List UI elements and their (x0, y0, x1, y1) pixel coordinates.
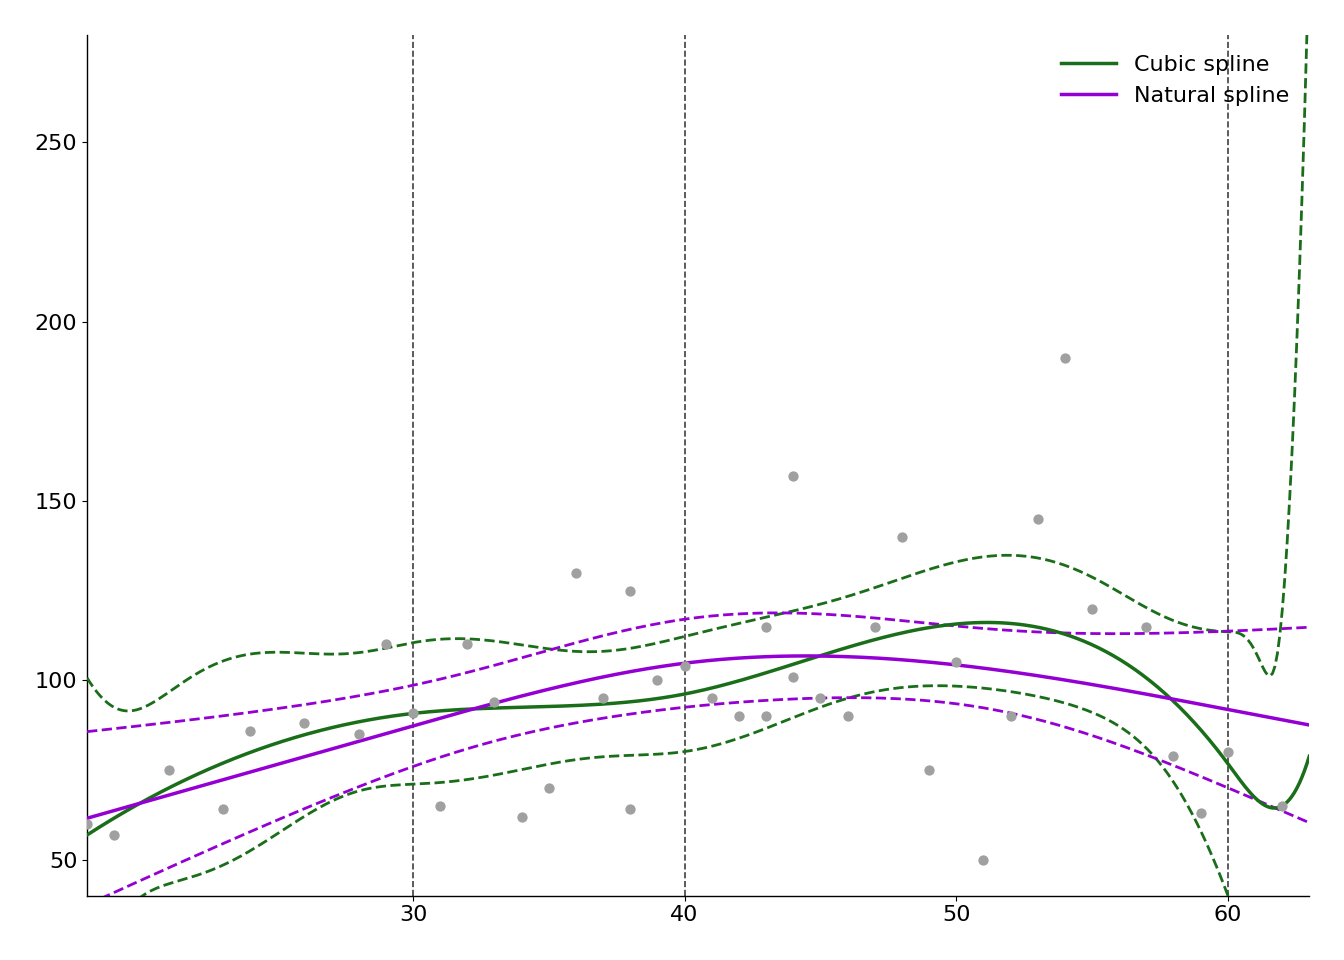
Point (782, 468, 804, 484)
Natural spline (1083, 679, 1099, 690)
Point (538, 780, 559, 796)
Point (293, 716, 314, 732)
Point (457, 636, 478, 652)
Point (728, 708, 750, 724)
Point (809, 690, 831, 706)
Cubic spline (978, 616, 995, 628)
Point (973, 852, 995, 868)
Point (755, 619, 777, 635)
Point (566, 565, 587, 581)
Line: Natural spline: Natural spline (87, 656, 1309, 818)
Point (1163, 748, 1184, 763)
Legend: Cubic spline, Natural spline: Cubic spline, Natural spline (1052, 46, 1298, 115)
Point (1136, 619, 1157, 635)
Point (620, 802, 641, 817)
Natural spline (1274, 714, 1290, 726)
Point (212, 802, 234, 817)
Point (755, 708, 777, 724)
Point (945, 655, 966, 670)
Point (1189, 805, 1211, 821)
Point (1218, 744, 1239, 759)
Point (1271, 798, 1293, 813)
Natural spline (1301, 719, 1317, 731)
Cubic spline (1083, 638, 1099, 650)
Point (511, 809, 532, 825)
Point (157, 762, 179, 778)
Natural spline (660, 660, 676, 671)
Point (1081, 601, 1102, 616)
Natural spline (741, 652, 757, 663)
Point (484, 694, 505, 709)
Point (429, 798, 450, 813)
Point (348, 727, 370, 742)
Point (837, 708, 859, 724)
Cubic spline (741, 672, 757, 684)
Point (77, 816, 98, 831)
Cubic spline (806, 652, 823, 663)
Cubic spline (79, 829, 95, 841)
Cubic spline (660, 691, 676, 703)
Line: Cubic spline: Cubic spline (87, 622, 1309, 835)
Cubic spline (1274, 800, 1290, 811)
Cubic spline (667, 690, 683, 702)
Point (673, 659, 695, 674)
Point (1054, 349, 1075, 365)
Point (1027, 512, 1048, 527)
Point (864, 619, 886, 635)
Point (918, 762, 939, 778)
Point (702, 690, 723, 706)
Natural spline (79, 812, 95, 824)
Point (593, 690, 614, 706)
Natural spline (809, 650, 825, 661)
Point (620, 583, 641, 598)
Cubic spline (1301, 751, 1317, 762)
Point (375, 636, 396, 652)
Point (891, 529, 913, 544)
Point (103, 827, 125, 842)
Point (646, 673, 668, 688)
Natural spline (667, 659, 683, 670)
Point (402, 705, 423, 720)
Point (1000, 708, 1021, 724)
Point (782, 669, 804, 684)
Natural spline (800, 650, 816, 661)
Point (239, 723, 261, 738)
